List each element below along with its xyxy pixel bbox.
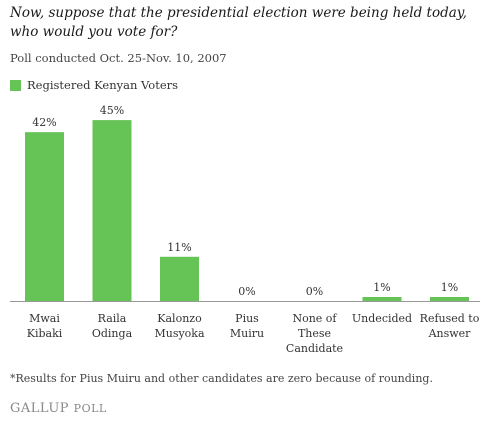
legend-swatch bbox=[10, 79, 21, 91]
category-label: Mwai Kibaki bbox=[27, 312, 63, 340]
logo-main: GALLUP bbox=[10, 401, 70, 416]
bar bbox=[430, 296, 469, 301]
data-label: 45% bbox=[100, 104, 124, 117]
bar bbox=[160, 256, 199, 301]
data-label: 1% bbox=[441, 281, 458, 294]
category-label: Refused to Answer bbox=[420, 312, 480, 340]
bar bbox=[362, 296, 402, 301]
data-label: 0% bbox=[306, 285, 323, 298]
gallup-poll-logo: GALLUP POLL bbox=[10, 401, 107, 416]
data-label: 1% bbox=[373, 281, 390, 294]
chart-title: Now, suppose that the presidential elect… bbox=[10, 5, 467, 40]
legend-label: Registered Kenyan Voters bbox=[27, 78, 179, 92]
category-label: Raila Odinga bbox=[92, 312, 133, 340]
chart-subtitle: Poll conducted Oct. 25-Nov. 10, 2007 bbox=[10, 51, 227, 65]
logo-sub: POLL bbox=[73, 402, 107, 415]
category-label: Pius Muiru bbox=[230, 312, 264, 340]
category-label: Undecided bbox=[352, 312, 412, 325]
bar bbox=[92, 120, 132, 301]
category-label: None of These Candidate bbox=[286, 312, 343, 355]
footnote: *Results for Pius Muiru and other candid… bbox=[10, 372, 433, 385]
legend: Registered Kenyan Voters bbox=[10, 78, 178, 92]
category-label: Kalonzo Musyoka bbox=[154, 312, 204, 340]
data-label: 42% bbox=[32, 116, 56, 129]
data-label: 11% bbox=[167, 241, 191, 254]
data-label: 0% bbox=[238, 285, 255, 298]
bar bbox=[25, 132, 64, 301]
